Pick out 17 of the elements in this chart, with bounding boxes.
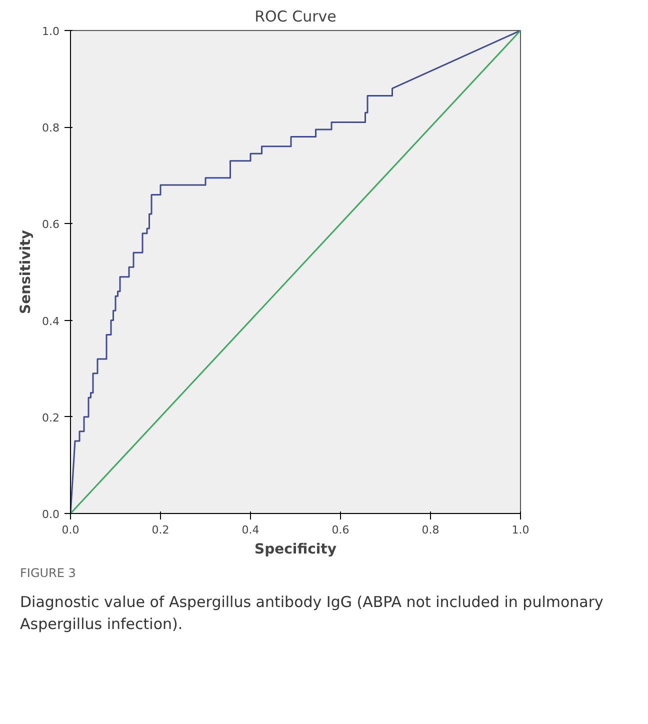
y-tick-label: 0.8: [42, 122, 60, 135]
y-tick-label: 0.6: [42, 218, 60, 232]
x-axis-title: Specificity: [254, 542, 337, 558]
text: 1.0: [42, 25, 60, 38]
text: 1.0: [512, 524, 530, 536]
chart-title: ROC Curve: [254, 8, 336, 26]
caption: FIGURE 3: [20, 565, 76, 582]
x-tick-label: 0.6: [332, 524, 350, 536]
x-tick-label: 0.2: [152, 524, 170, 536]
y-axis-title: Sensitivity: [18, 230, 34, 314]
y-tick-label: 0.4: [42, 314, 60, 328]
text: 0.0: [62, 524, 80, 536]
x-tick-label: 0.4: [242, 524, 260, 536]
y-tick-label: 0.2: [42, 411, 60, 424]
text: 0.0: [42, 508, 60, 521]
x-tick-label: 0.8: [422, 524, 440, 536]
text: Diagnostic value of Aspergillus antibody IgG (ABPA not included in pulmonary Aspergillus infection).: [20, 592, 604, 635]
